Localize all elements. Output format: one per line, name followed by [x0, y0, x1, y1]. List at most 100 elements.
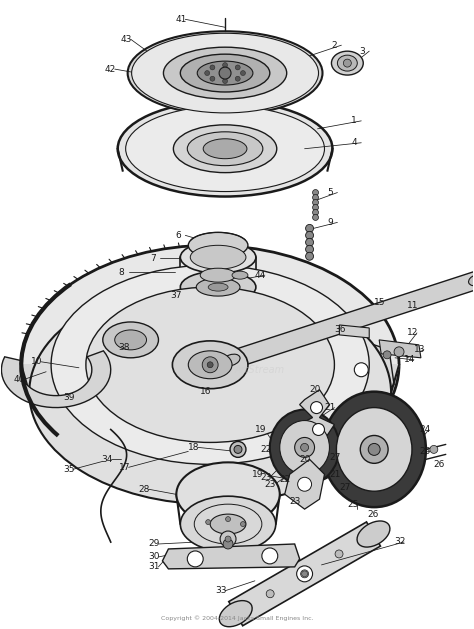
Ellipse shape [115, 330, 146, 350]
Circle shape [312, 199, 319, 206]
Text: 44: 44 [255, 270, 266, 280]
Circle shape [240, 70, 246, 75]
Ellipse shape [280, 421, 329, 474]
Ellipse shape [200, 268, 236, 282]
Ellipse shape [86, 287, 335, 442]
Polygon shape [163, 544, 300, 569]
Text: 4: 4 [351, 138, 357, 147]
Text: 16: 16 [200, 387, 212, 396]
Text: 37: 37 [170, 291, 182, 299]
Text: 21: 21 [325, 403, 336, 412]
Text: 12: 12 [407, 328, 419, 337]
Text: 14: 14 [404, 355, 415, 364]
Circle shape [262, 548, 278, 564]
Circle shape [306, 238, 313, 247]
Polygon shape [325, 330, 394, 390]
Ellipse shape [176, 462, 280, 526]
Text: 38: 38 [118, 343, 130, 352]
Text: 24: 24 [419, 425, 430, 434]
Circle shape [210, 65, 215, 70]
Circle shape [297, 566, 312, 582]
Text: 25: 25 [419, 447, 430, 456]
Text: 5: 5 [328, 188, 333, 197]
Ellipse shape [469, 274, 474, 286]
Circle shape [310, 401, 322, 413]
Text: 40: 40 [13, 376, 25, 384]
Circle shape [354, 363, 368, 377]
Text: 15: 15 [374, 298, 386, 306]
Text: 39: 39 [63, 393, 74, 402]
Text: 22: 22 [280, 475, 291, 484]
Ellipse shape [188, 232, 248, 259]
Ellipse shape [180, 54, 270, 92]
Circle shape [394, 347, 404, 357]
Text: 36: 36 [335, 325, 346, 335]
Text: 42: 42 [105, 65, 116, 74]
Ellipse shape [126, 106, 325, 192]
Ellipse shape [270, 409, 339, 485]
Circle shape [335, 550, 343, 558]
Text: 18: 18 [188, 443, 200, 452]
Text: 23: 23 [265, 480, 276, 489]
Text: 32: 32 [394, 538, 405, 547]
Text: 8: 8 [118, 268, 125, 277]
Text: 7: 7 [151, 253, 156, 263]
Ellipse shape [164, 47, 287, 99]
Circle shape [312, 194, 319, 201]
Ellipse shape [232, 271, 248, 279]
Polygon shape [339, 325, 369, 338]
Ellipse shape [132, 33, 319, 113]
Circle shape [312, 423, 325, 435]
Text: 27: 27 [329, 453, 341, 462]
Ellipse shape [180, 242, 256, 273]
Circle shape [205, 70, 210, 75]
Text: 22: 22 [260, 445, 271, 454]
Circle shape [295, 437, 315, 457]
Text: 10: 10 [31, 357, 43, 366]
Circle shape [306, 245, 313, 253]
Text: 2: 2 [331, 41, 337, 50]
Polygon shape [228, 272, 474, 369]
Circle shape [220, 531, 236, 547]
Text: 23: 23 [260, 473, 271, 482]
Text: 11: 11 [407, 301, 419, 309]
Circle shape [210, 76, 215, 81]
Circle shape [230, 442, 246, 457]
Text: 34: 34 [101, 455, 112, 464]
Ellipse shape [51, 265, 369, 464]
Circle shape [223, 63, 228, 67]
Text: 26: 26 [367, 509, 379, 519]
Ellipse shape [103, 322, 158, 358]
Ellipse shape [187, 132, 263, 165]
Circle shape [306, 225, 313, 232]
Circle shape [226, 516, 230, 521]
Ellipse shape [203, 139, 247, 159]
Circle shape [206, 520, 210, 525]
Circle shape [207, 362, 213, 368]
Circle shape [234, 445, 242, 454]
Text: 19: 19 [255, 425, 266, 434]
Circle shape [219, 67, 231, 79]
Text: 20: 20 [310, 385, 321, 394]
Text: 33: 33 [215, 586, 227, 595]
Ellipse shape [173, 125, 277, 172]
Circle shape [312, 214, 319, 220]
Text: 31: 31 [148, 562, 160, 571]
Ellipse shape [219, 601, 252, 626]
Text: 29: 29 [148, 540, 160, 548]
Text: Copyright © 2004-2014 Jacks Small Engines Inc.: Copyright © 2004-2014 Jacks Small Engine… [161, 616, 313, 621]
Ellipse shape [21, 245, 399, 484]
Circle shape [368, 443, 380, 455]
Ellipse shape [188, 351, 232, 379]
Circle shape [301, 571, 308, 577]
Ellipse shape [180, 496, 276, 552]
Ellipse shape [337, 408, 412, 491]
Text: 28: 28 [138, 485, 150, 494]
Text: 41: 41 [175, 15, 187, 24]
Circle shape [240, 521, 246, 526]
Ellipse shape [173, 341, 248, 389]
Circle shape [306, 252, 313, 260]
Text: 17: 17 [118, 463, 130, 472]
Circle shape [223, 79, 228, 84]
Polygon shape [1, 351, 111, 408]
